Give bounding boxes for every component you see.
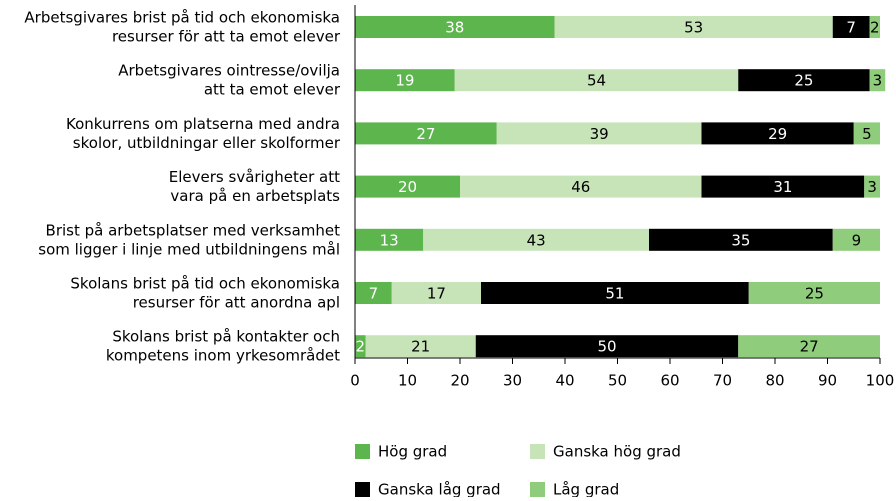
data-label: 39	[590, 125, 609, 143]
x-tick-label: 0	[350, 372, 360, 390]
legend-swatch	[355, 444, 370, 459]
bar-segment	[355, 69, 455, 92]
bar-segment	[832, 228, 880, 251]
legend-swatch	[355, 482, 370, 497]
legend-label: Ganska låg grad	[378, 481, 501, 498]
data-label: 46	[571, 178, 590, 196]
data-label: 53	[684, 19, 703, 37]
data-label: 3	[867, 178, 877, 196]
x-tick-label: 50	[608, 372, 627, 390]
data-label: 38	[445, 19, 464, 37]
category-label: skolor, utbildningar eller skolformer	[73, 134, 341, 152]
bar-segment	[832, 16, 870, 38]
data-label: 19	[395, 72, 414, 90]
data-label: 43	[527, 231, 546, 249]
x-tick-label: 40	[555, 372, 574, 390]
legend-label: Låg grad	[553, 481, 619, 498]
data-label: 9	[852, 231, 862, 249]
category-label: Skolans brist på tid och ekonomiska	[70, 275, 340, 293]
data-label: 13	[380, 231, 399, 249]
bar-segment	[365, 335, 476, 358]
data-label: 17	[427, 285, 446, 303]
bar-segment	[481, 282, 749, 304]
data-label: 35	[731, 231, 750, 249]
category-label: som ligger i linje med utbildningens mål	[38, 240, 340, 258]
bar-segment	[355, 282, 392, 304]
bar-segment	[864, 175, 880, 198]
bar-segment	[853, 122, 880, 145]
x-tick-label: 70	[713, 372, 732, 390]
bar-segment	[738, 335, 880, 358]
bar-segment	[869, 16, 880, 38]
data-label: 50	[597, 338, 616, 356]
data-label: 2	[870, 19, 880, 37]
data-label: 25	[794, 72, 813, 90]
data-label: 2	[355, 338, 365, 356]
bar-segment	[355, 122, 497, 145]
data-label: 20	[398, 178, 417, 196]
x-tick-label: 10	[398, 372, 417, 390]
x-tick-label: 90	[818, 372, 837, 390]
category-label: Elevers svårigheter att	[169, 168, 340, 186]
bar-segment	[496, 122, 702, 145]
data-label: 51	[605, 285, 624, 303]
category-label: att ta emot elever	[204, 81, 341, 99]
data-label: 27	[416, 125, 435, 143]
bar-segment	[355, 335, 366, 358]
bar-segment	[869, 69, 886, 92]
category-label: resurser för att ta emot elever	[112, 28, 341, 46]
data-label: 7	[369, 285, 379, 303]
x-tick-label: 100	[866, 372, 895, 390]
data-label: 7	[846, 19, 856, 37]
bar-segment	[701, 175, 865, 198]
data-label: 5	[862, 125, 872, 143]
category-label: Skolans brist på kontakter och	[112, 328, 340, 346]
bar-segment	[554, 16, 833, 38]
bar-segment	[391, 282, 481, 304]
category-label: kompetens inom yrkesområdet	[106, 347, 340, 365]
data-label: 3	[873, 72, 883, 90]
bar-segment	[355, 228, 424, 251]
data-label: 31	[773, 178, 792, 196]
bar-segment	[738, 69, 870, 92]
bar-segment	[460, 175, 702, 198]
category-label: Konkurrens om platserna med andra	[66, 115, 340, 133]
bar-segment	[454, 69, 739, 92]
bar-segment	[355, 175, 460, 198]
bar-segment	[423, 228, 649, 251]
bar-segment	[355, 16, 555, 38]
legend-label: Ganska hög grad	[553, 443, 681, 461]
legend-swatch	[530, 482, 545, 497]
x-tick-label: 20	[450, 372, 469, 390]
bar-segment	[649, 228, 833, 251]
category-label: Arbetsgivares ointresse/ovilja	[118, 62, 340, 80]
category-label: Arbetsgivares brist på tid och ekonomisk…	[24, 9, 340, 27]
bar-segment	[748, 282, 880, 304]
data-label: 54	[587, 72, 606, 90]
bar-segment	[475, 335, 739, 358]
bar-segment	[701, 122, 854, 145]
data-label: 29	[768, 125, 787, 143]
x-tick-label: 80	[765, 372, 784, 390]
category-label: Brist på arbetsplatser med verksamhet	[46, 221, 341, 239]
data-label: 21	[411, 338, 430, 356]
data-label: 27	[800, 338, 819, 356]
x-tick-label: 60	[660, 372, 679, 390]
category-label: resurser för att anordna apl	[133, 294, 340, 312]
legend-label: Hög grad	[378, 443, 447, 461]
legend-swatch	[530, 444, 545, 459]
x-tick-label: 30	[503, 372, 522, 390]
data-label: 25	[805, 285, 824, 303]
category-label: vara på en arbetsplats	[170, 187, 340, 205]
